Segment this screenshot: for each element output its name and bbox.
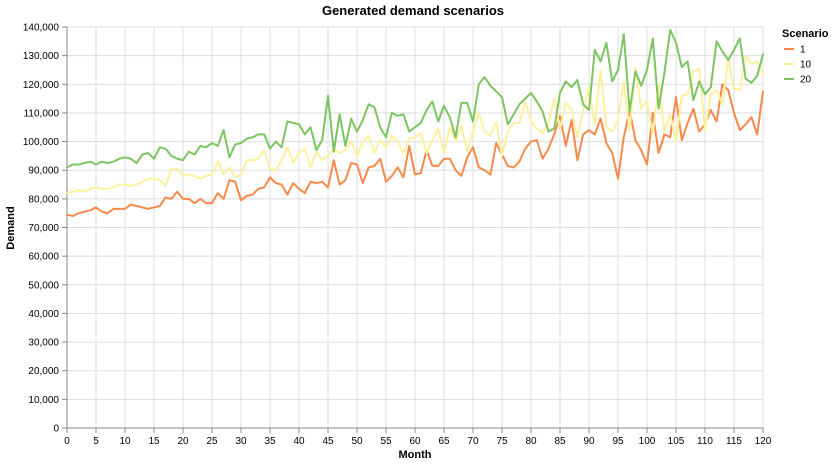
x-tick-label: 60 xyxy=(409,436,421,447)
y-axis-ticks: 0 10,000 20,000 30,000 40,000 50,000 60,000 70,… xyxy=(23,23,67,435)
x-tick-label: 95 xyxy=(612,436,624,447)
x-tick-label: 15 xyxy=(148,436,160,447)
y-tick-label: 10,000 xyxy=(28,395,59,406)
x-tick-label: 20 xyxy=(177,436,189,447)
y-tick-label: 100,000 xyxy=(23,137,60,148)
x-tick-label: 45 xyxy=(322,436,334,447)
y-tick-label: 90,000 xyxy=(28,166,59,177)
y-axis-title: Demand xyxy=(5,206,17,249)
x-tick-label: 35 xyxy=(264,436,276,447)
x-tick-label: 85 xyxy=(554,436,566,447)
legend-label: 20 xyxy=(800,75,812,86)
x-tick-label: 10 xyxy=(119,436,131,447)
chart-title: Generated demand scenarios xyxy=(322,3,504,18)
x-axis-title: Month xyxy=(399,449,432,461)
legend-label: 1 xyxy=(800,45,806,56)
y-tick-label: 140,000 xyxy=(23,23,60,34)
series-lines xyxy=(66,28,764,218)
y-tick-label: 20,000 xyxy=(28,366,59,377)
x-axis-ticks: 0 5 10 15 20 25 30 35 40 45 50 55 60 65 70 75 80 85 90 95 10… xyxy=(64,428,772,447)
x-tick-label: 40 xyxy=(293,436,305,447)
x-tick-label: 100 xyxy=(639,436,656,447)
y-tick-label: 110,000 xyxy=(24,108,60,119)
x-tick-label: 75 xyxy=(496,436,508,447)
x-tick-label: 25 xyxy=(206,436,218,447)
y-tick-label: 70,000 xyxy=(28,223,59,234)
y-tick-label: 50,000 xyxy=(28,280,59,291)
series-line-10 xyxy=(66,54,764,195)
y-tick-label: 120,000 xyxy=(23,80,60,91)
x-tick-label: 55 xyxy=(380,436,392,447)
x-tick-label: 110 xyxy=(697,436,713,447)
y-tick-label: 130,000 xyxy=(23,51,60,62)
x-tick-label: 5 xyxy=(93,436,99,447)
y-tick-label: 0 xyxy=(53,424,59,435)
gridlines xyxy=(66,26,764,429)
x-tick-label: 105 xyxy=(668,436,685,447)
y-tick-label: 80,000 xyxy=(28,194,59,205)
series-line-1 xyxy=(66,83,764,218)
series-line-20 xyxy=(66,28,764,169)
legend-title: Scenario xyxy=(782,28,829,40)
y-tick-label: 30,000 xyxy=(28,338,59,349)
x-tick-label: 0 xyxy=(64,436,70,447)
legend-items: 1 10 20 xyxy=(784,45,812,86)
x-tick-label: 90 xyxy=(583,436,595,447)
y-tick-label: 60,000 xyxy=(28,252,59,263)
x-tick-label: 80 xyxy=(525,436,537,447)
x-tick-label: 65 xyxy=(438,436,450,447)
legend-label: 10 xyxy=(800,60,812,71)
x-tick-label: 30 xyxy=(235,436,247,447)
legend: Scenario 1 10 20 xyxy=(782,28,829,86)
x-tick-label: 115 xyxy=(726,436,742,447)
y-tick-label: 40,000 xyxy=(28,309,59,320)
x-tick-label: 120 xyxy=(755,436,772,447)
x-tick-label: 70 xyxy=(467,436,479,447)
x-tick-label: 50 xyxy=(351,436,363,447)
